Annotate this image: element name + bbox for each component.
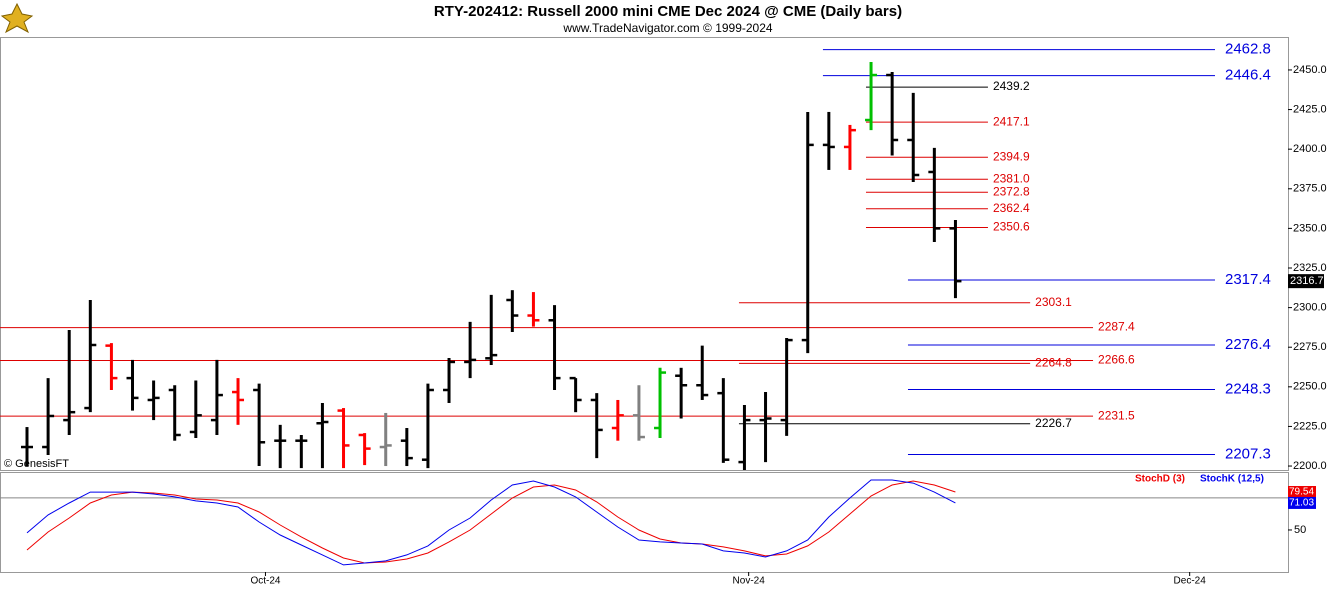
level-label: 2362.4 [993, 201, 1030, 215]
level-label: 2276.4 [1225, 336, 1271, 353]
last-price-box [1288, 274, 1324, 289]
y-tick-label: 2425.0 [1293, 103, 1327, 115]
y-tick-label: 2225.0 [1293, 420, 1327, 432]
level-label: 2439.2 [993, 79, 1030, 93]
level-label: 2350.6 [993, 220, 1030, 234]
level-label: 2248.3 [1225, 380, 1271, 397]
y-tick-label: 50 [1294, 524, 1306, 536]
level-label: 2287.4 [1098, 320, 1135, 334]
y-tick-label: 2200.0 [1293, 460, 1327, 472]
level-label: 2226.7 [1035, 416, 1072, 430]
y-tick-label: 2350.0 [1293, 222, 1327, 234]
x-tick-label: Dec-24 [1174, 576, 1207, 587]
y-tick-label: 2325.0 [1293, 262, 1327, 274]
legend-entry: StochD (3) [1135, 474, 1185, 485]
level-label: 2266.6 [1098, 353, 1135, 367]
chart-subtitle: www.TradeNavigator.com © 1999-2024 [562, 21, 772, 35]
last-value-box [1288, 496, 1316, 509]
legend-entry: StochK (12,5) [1200, 474, 1264, 485]
stoch-line [26, 480, 956, 564]
last-value-label: 71.03 [1289, 498, 1314, 509]
logo [0, 2, 34, 34]
level-label: 2394.9 [993, 149, 1030, 163]
y-tick-label: 2275.0 [1293, 341, 1327, 353]
x-tick-label: Oct-24 [250, 576, 280, 587]
level-label: 2446.4 [1225, 67, 1271, 84]
stoch-line [26, 479, 956, 566]
copyright: © GenesisFT [4, 458, 69, 470]
y-tick-label: 2400.0 [1293, 143, 1327, 155]
level-label: 2381.0 [993, 171, 1030, 185]
x-tick-label: Nov-24 [733, 576, 766, 587]
level-label: 2264.8 [1035, 356, 1072, 370]
last-price-label: 2316.7 [1290, 275, 1324, 287]
y-tick-label: 2250.0 [1293, 381, 1327, 393]
last-value-box [1288, 486, 1316, 498]
level-label: 2417.1 [993, 114, 1030, 128]
y-tick-label: 2375.0 [1293, 183, 1327, 195]
level-label: 2207.3 [1225, 445, 1271, 462]
y-tick-label: 2450.0 [1293, 64, 1327, 76]
logo-shape [0, 2, 34, 34]
price-panel [0, 37, 1289, 471]
chart-title: RTY-202412: Russell 2000 mini CME Dec 20… [434, 3, 902, 20]
level-label: 2231.5 [1098, 408, 1135, 422]
level-label: 2317.4 [1225, 271, 1271, 288]
level-label: 2372.8 [993, 184, 1030, 198]
stoch-panel [0, 472, 1289, 573]
last-value-label: 79.54 [1289, 487, 1314, 498]
y-tick-label: 2300.0 [1293, 302, 1327, 314]
level-label: 2462.8 [1225, 41, 1271, 58]
level-label: 2303.1 [1035, 295, 1072, 309]
